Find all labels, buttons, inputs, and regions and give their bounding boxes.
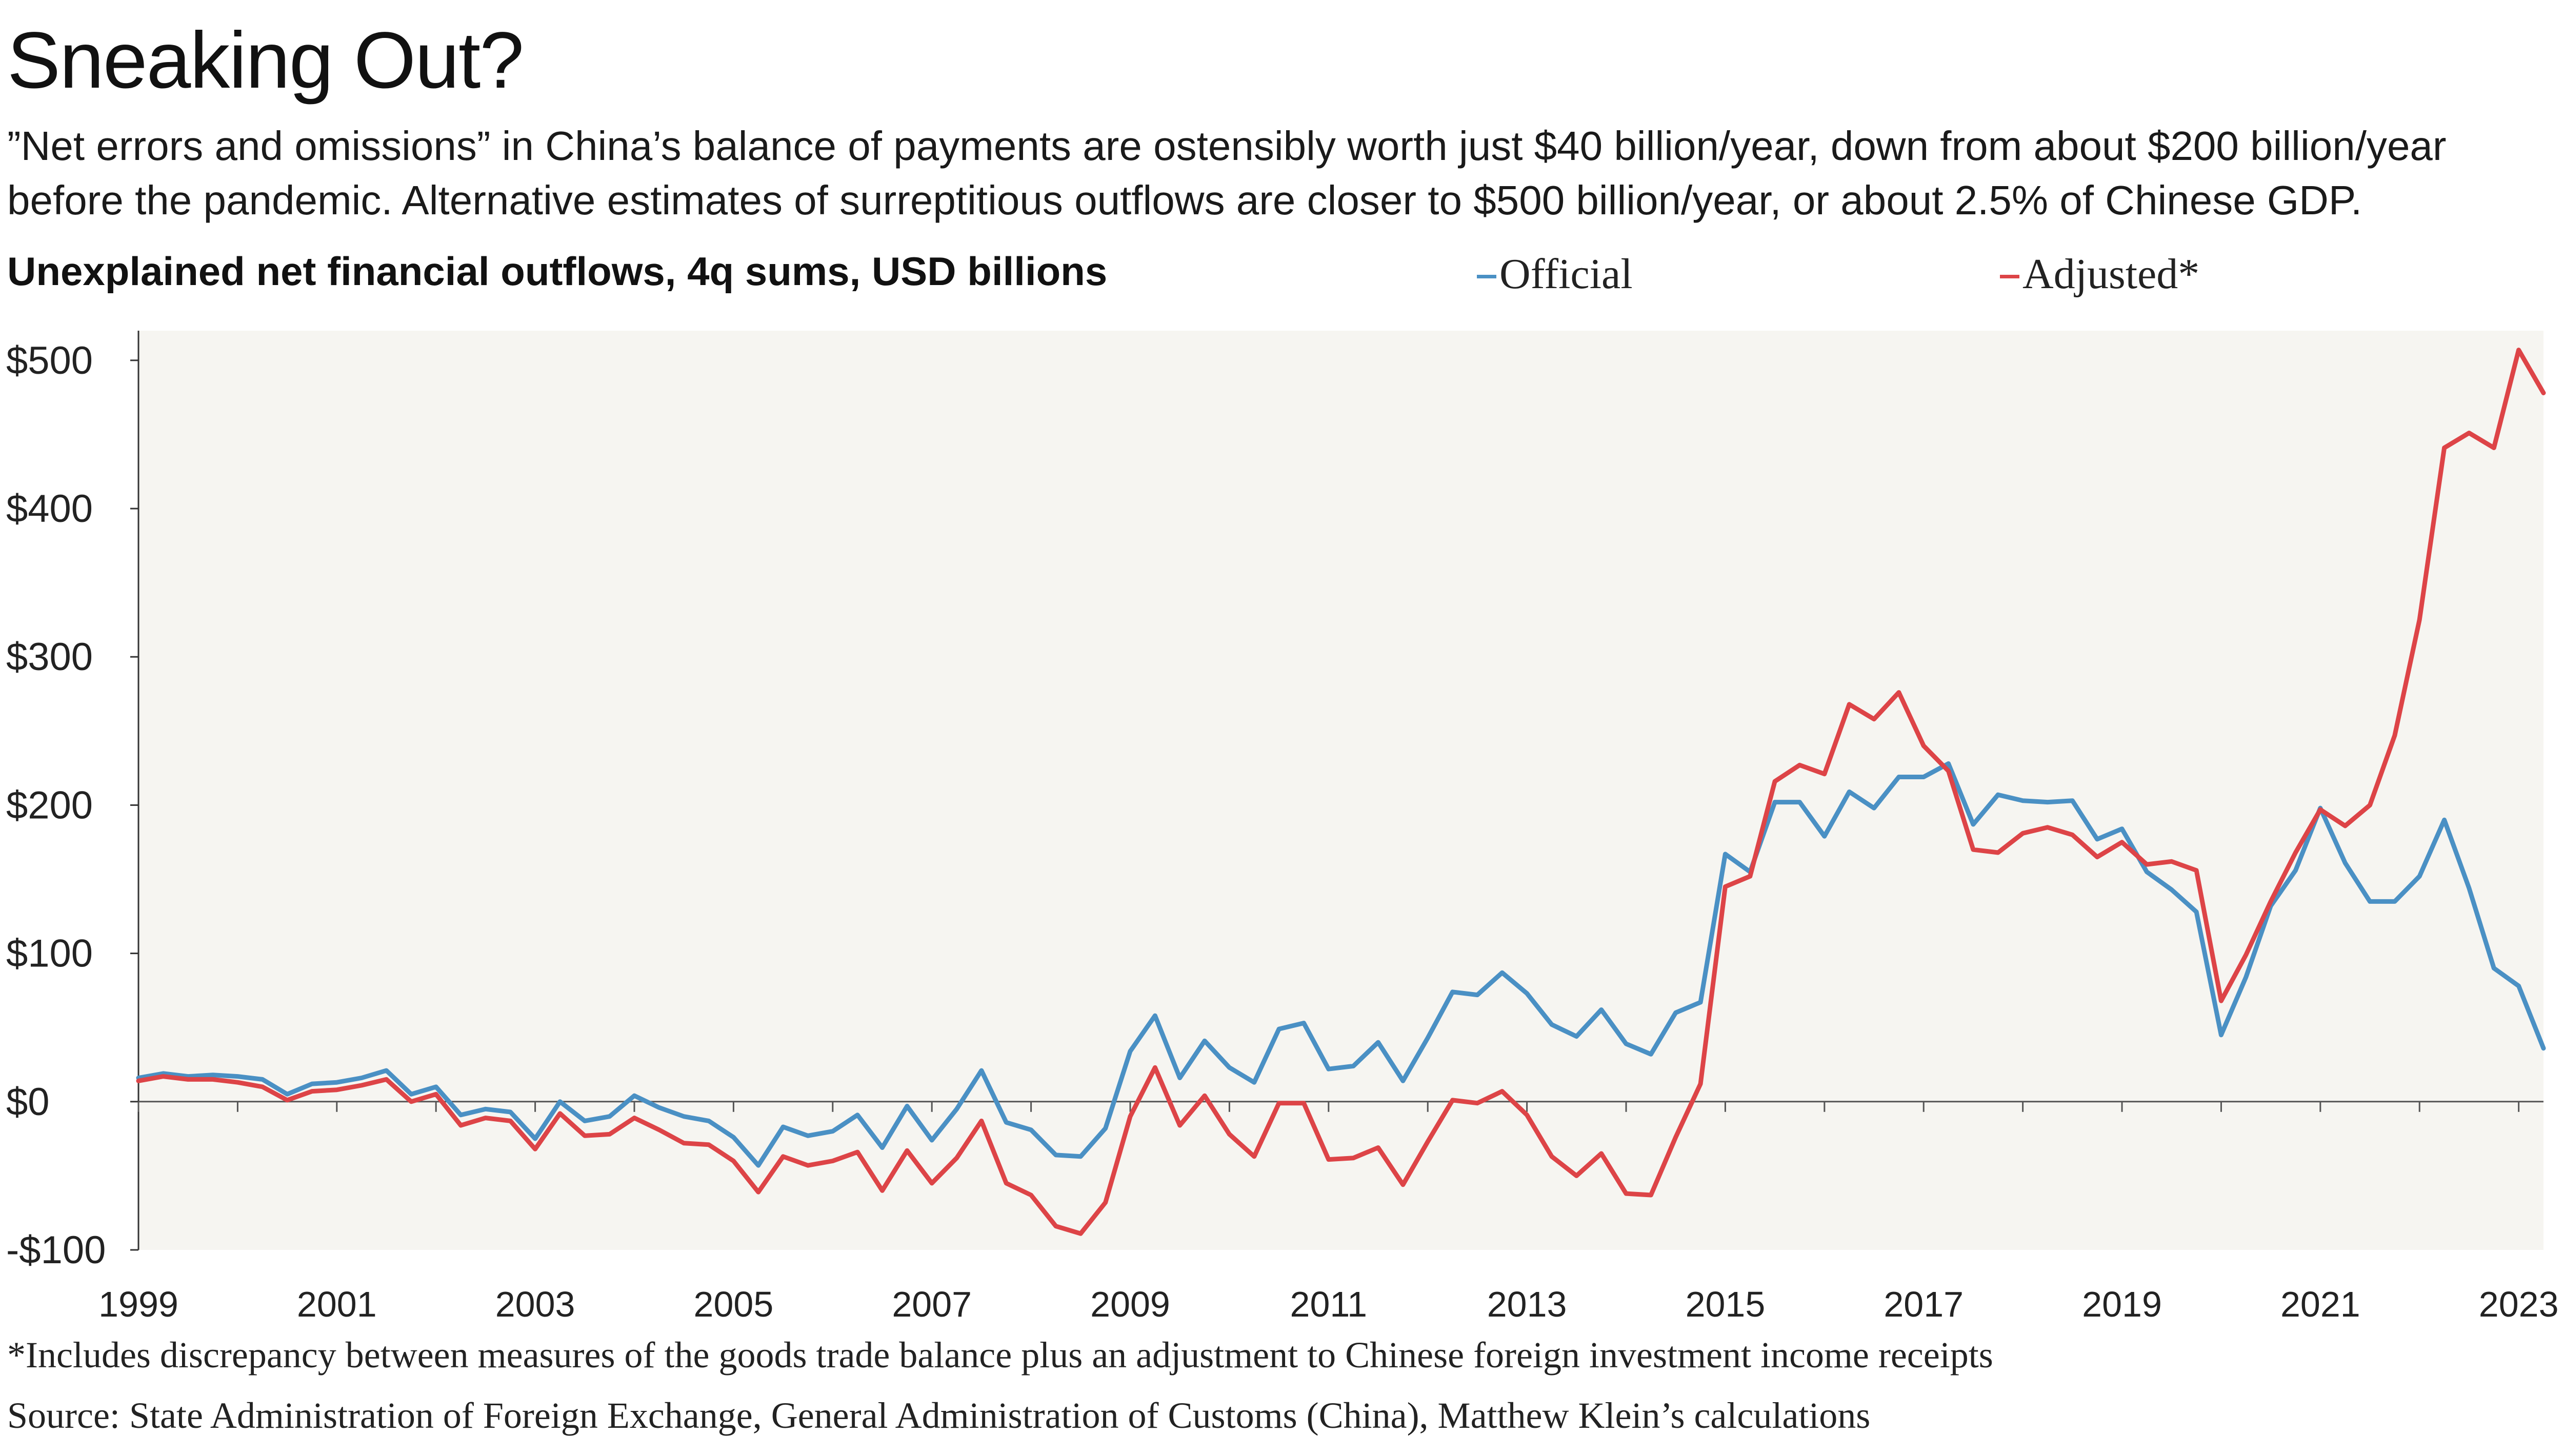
x-tick-label: 2013 — [1487, 1284, 1567, 1323]
legend-adjusted: Adjusted* — [2000, 249, 2199, 299]
x-tick-label: 2003 — [495, 1284, 575, 1323]
x-tick-label: 2009 — [1090, 1284, 1170, 1323]
x-tick-label: 2007 — [892, 1284, 972, 1323]
y-tick-label: $300 — [6, 635, 93, 679]
x-tick-label: 2019 — [2082, 1284, 2162, 1323]
y-tick-label: $400 — [6, 487, 93, 531]
x-tick-label: 2017 — [1884, 1284, 1964, 1323]
chart-title: Sneaking Out? — [7, 16, 524, 105]
chart-heading: Unexplained net financial outflows, 4q s… — [7, 249, 1108, 294]
x-tick-label: 2015 — [1686, 1284, 1766, 1323]
legend-adjusted-label: Adjusted* — [2022, 250, 2200, 298]
y-tick-label: $100 — [6, 932, 93, 976]
y-tick-label: -$100 — [6, 1228, 106, 1272]
adjusted-series-line — [136, 348, 2546, 1236]
y-tick-label: $500 — [6, 339, 93, 382]
legend-adjusted-swatch — [2000, 275, 2019, 278]
source-note: Source: State Administration of Foreign … — [7, 1395, 1871, 1436]
x-tick-label: 2021 — [2280, 1284, 2360, 1323]
legend-official: Official — [1477, 249, 1633, 299]
legend-official-swatch — [1477, 275, 1496, 278]
x-tick-label: 2011 — [1290, 1284, 1368, 1323]
x-tick-label: 2005 — [694, 1284, 774, 1323]
x-tick-label: 2001 — [297, 1284, 377, 1323]
x-tick-label: 1999 — [98, 1284, 178, 1323]
line-chart: $500 $400 $300 $200 $100 $0 -$100 1999 2001 2003 2… — [6, 331, 2559, 1323]
official-series-line — [136, 761, 2546, 1168]
y-tick-label: $200 — [6, 783, 93, 827]
y-tick-label: $0 — [6, 1080, 50, 1124]
footnote: *Includes discrepancy between measures o… — [7, 1334, 1993, 1376]
legend-official-label: Official — [1499, 250, 1633, 298]
x-tick-label: 2023 — [2479, 1284, 2559, 1323]
plot-area — [138, 331, 2543, 1250]
chart-subtitle: ”Net errors and omissions” in China’s ba… — [7, 123, 2447, 223]
